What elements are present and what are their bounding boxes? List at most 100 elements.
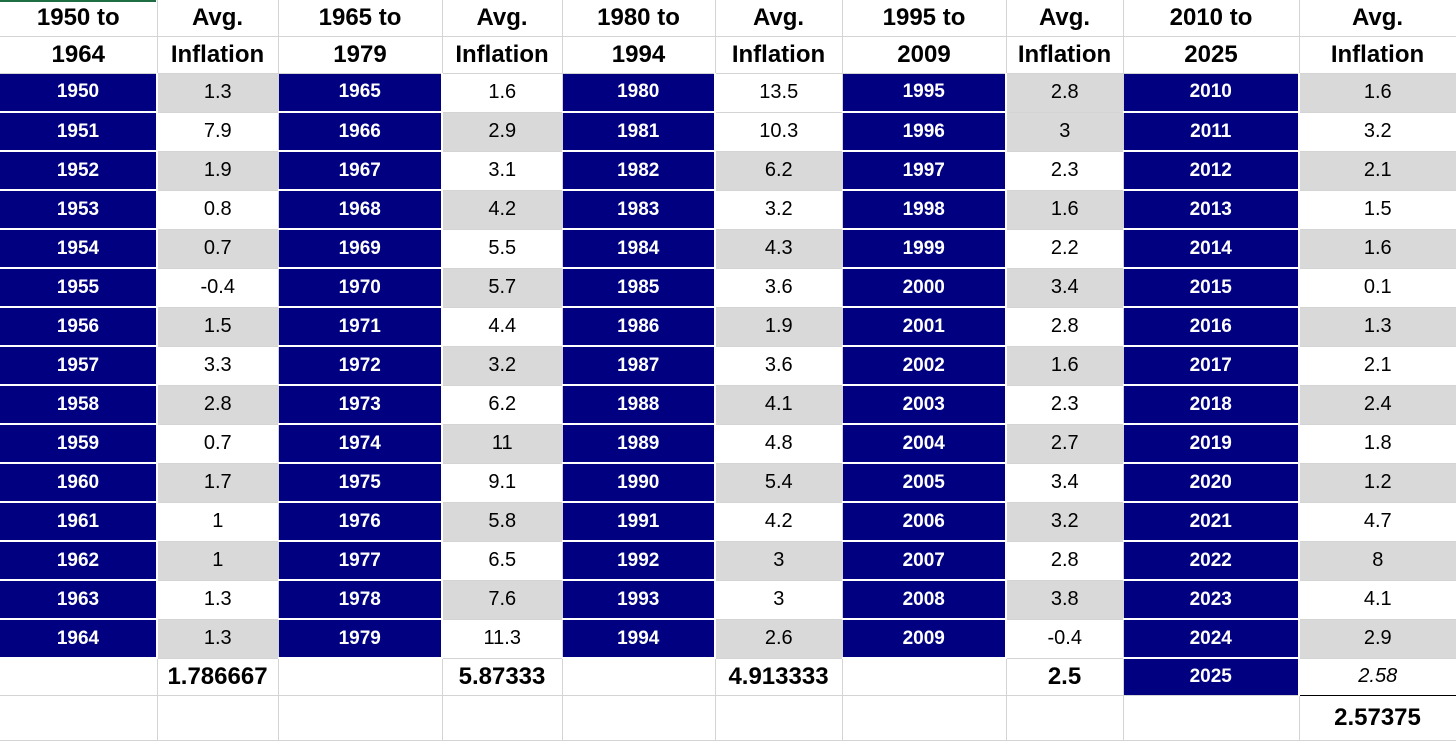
year-cell[interactable]: 1994 [562,619,716,659]
year-cell[interactable]: 1971 [278,307,443,347]
column-header-cell[interactable]: Avg. [1006,0,1124,37]
inflation-value-cell[interactable]: 6.2 [442,385,563,425]
inflation-value-cell[interactable]: 3.2 [715,190,843,230]
column-header-cell[interactable]: 1950 to [0,0,158,37]
inflation-value-cell[interactable]: 1.7 [157,463,279,503]
year-cell[interactable]: 2015 [1123,268,1300,308]
inflation-value-cell[interactable]: 2.7 [1006,424,1124,464]
inflation-value-cell[interactable]: 1.3 [1299,307,1456,347]
year-cell[interactable]: 2025 [1123,658,1300,696]
inflation-value-cell[interactable]: 1.6 [1006,190,1124,230]
year-cell[interactable]: 2011 [1123,112,1300,152]
year-cell[interactable]: 1973 [278,385,443,425]
column-header-cell[interactable]: 2025 [1123,36,1300,74]
year-cell[interactable]: 1977 [278,541,443,581]
inflation-value-cell[interactable]: 0.8 [157,190,279,230]
column-header-cell[interactable]: 1995 to [842,0,1007,37]
column-header-cell[interactable]: Inflation [715,36,843,74]
year-cell[interactable]: 1952 [0,151,158,191]
inflation-value-cell[interactable]: 3 [715,541,843,581]
year-cell[interactable]: 1998 [842,190,1007,230]
year-cell[interactable]: 1993 [562,580,716,620]
year-cell[interactable]: 1954 [0,229,158,269]
inflation-value-cell[interactable]: 1.3 [157,580,279,620]
year-cell[interactable]: 1974 [278,424,443,464]
inflation-value-cell[interactable]: 3.4 [1006,268,1124,308]
year-cell[interactable]: 1958 [0,385,158,425]
inflation-value-cell[interactable]: 5.8 [442,502,563,542]
inflation-value-cell[interactable]: 5.7 [442,268,563,308]
inflation-value-cell[interactable]: 4.1 [715,385,843,425]
inflation-value-cell[interactable]: 3.2 [1006,502,1124,542]
inflation-value-cell[interactable]: 2.3 [1006,385,1124,425]
column-header-cell[interactable]: Avg. [442,0,563,37]
period-average-cell[interactable]: 5.87333 [442,658,563,696]
empty-cell[interactable] [842,658,1007,696]
column-header-cell[interactable]: Avg. [1299,0,1456,37]
column-header-cell[interactable]: Avg. [157,0,279,37]
inflation-value-cell[interactable]: 3 [1006,112,1124,152]
year-cell[interactable]: 1984 [562,229,716,269]
inflation-value-cell[interactable]: 8 [1299,541,1456,581]
column-header-cell[interactable]: 1979 [278,36,443,74]
year-cell[interactable]: 1956 [0,307,158,347]
year-cell[interactable]: 1960 [0,463,158,503]
year-cell[interactable]: 1991 [562,502,716,542]
year-cell[interactable]: 2019 [1123,424,1300,464]
year-cell[interactable]: 1976 [278,502,443,542]
inflation-value-cell[interactable]: 11 [442,424,563,464]
year-cell[interactable]: 1995 [842,73,1007,113]
year-cell[interactable]: 2020 [1123,463,1300,503]
year-cell[interactable]: 2005 [842,463,1007,503]
year-cell[interactable]: 1992 [562,541,716,581]
empty-cell[interactable] [715,695,843,741]
year-cell[interactable]: 2012 [1123,151,1300,191]
year-cell[interactable]: 2004 [842,424,1007,464]
inflation-value-cell[interactable]: 3.6 [715,268,843,308]
inflation-value-cell[interactable]: 3.2 [1299,112,1456,152]
column-header-cell[interactable]: Avg. [715,0,843,37]
year-cell[interactable]: 1959 [0,424,158,464]
column-header-cell[interactable]: 1980 to [562,0,716,37]
empty-cell[interactable] [1123,695,1300,741]
column-header-cell[interactable]: Inflation [157,36,279,74]
inflation-value-cell[interactable]: 2.8 [1006,541,1124,581]
year-cell[interactable]: 1950 [0,73,158,113]
inflation-value-cell[interactable]: 3.4 [1006,463,1124,503]
column-header-cell[interactable]: 1965 to [278,0,443,37]
inflation-value-cell[interactable]: 4.8 [715,424,843,464]
empty-cell[interactable] [278,658,443,696]
column-header-cell[interactable]: Inflation [442,36,563,74]
year-cell[interactable]: 2007 [842,541,1007,581]
period-average-cell[interactable]: 4.913333 [715,658,843,696]
inflation-value-cell[interactable]: 4.3 [715,229,843,269]
year-cell[interactable]: 2006 [842,502,1007,542]
inflation-value-cell[interactable]: 5.5 [442,229,563,269]
year-cell[interactable]: 1982 [562,151,716,191]
inflation-value-cell[interactable]: 6.2 [715,151,843,191]
year-cell[interactable]: 1989 [562,424,716,464]
inflation-value-cell[interactable]: 10.3 [715,112,843,152]
column-header-cell[interactable]: 2009 [842,36,1007,74]
inflation-value-cell[interactable]: 1.6 [442,73,563,113]
inflation-value-cell[interactable]: 1.9 [157,151,279,191]
year-cell[interactable]: 1967 [278,151,443,191]
column-header-cell[interactable]: 2010 to [1123,0,1300,37]
year-cell[interactable]: 2024 [1123,619,1300,659]
year-cell[interactable]: 1961 [0,502,158,542]
inflation-value-cell[interactable]: 1.3 [157,73,279,113]
year-cell[interactable]: 1981 [562,112,716,152]
inflation-value-cell[interactable]: 1.6 [1299,229,1456,269]
year-cell[interactable]: 1951 [0,112,158,152]
inflation-value-cell[interactable]: 2.58 [1299,658,1456,696]
inflation-value-cell[interactable]: 1.5 [1299,190,1456,230]
empty-cell[interactable] [442,695,563,741]
year-cell[interactable]: 1957 [0,346,158,386]
year-cell[interactable]: 2000 [842,268,1007,308]
year-cell[interactable]: 2009 [842,619,1007,659]
inflation-value-cell[interactable]: 2.8 [157,385,279,425]
inflation-value-cell[interactable]: 7.9 [157,112,279,152]
inflation-value-cell[interactable]: 2.8 [1006,307,1124,347]
year-cell[interactable]: 1962 [0,541,158,581]
inflation-value-cell[interactable]: 5.4 [715,463,843,503]
